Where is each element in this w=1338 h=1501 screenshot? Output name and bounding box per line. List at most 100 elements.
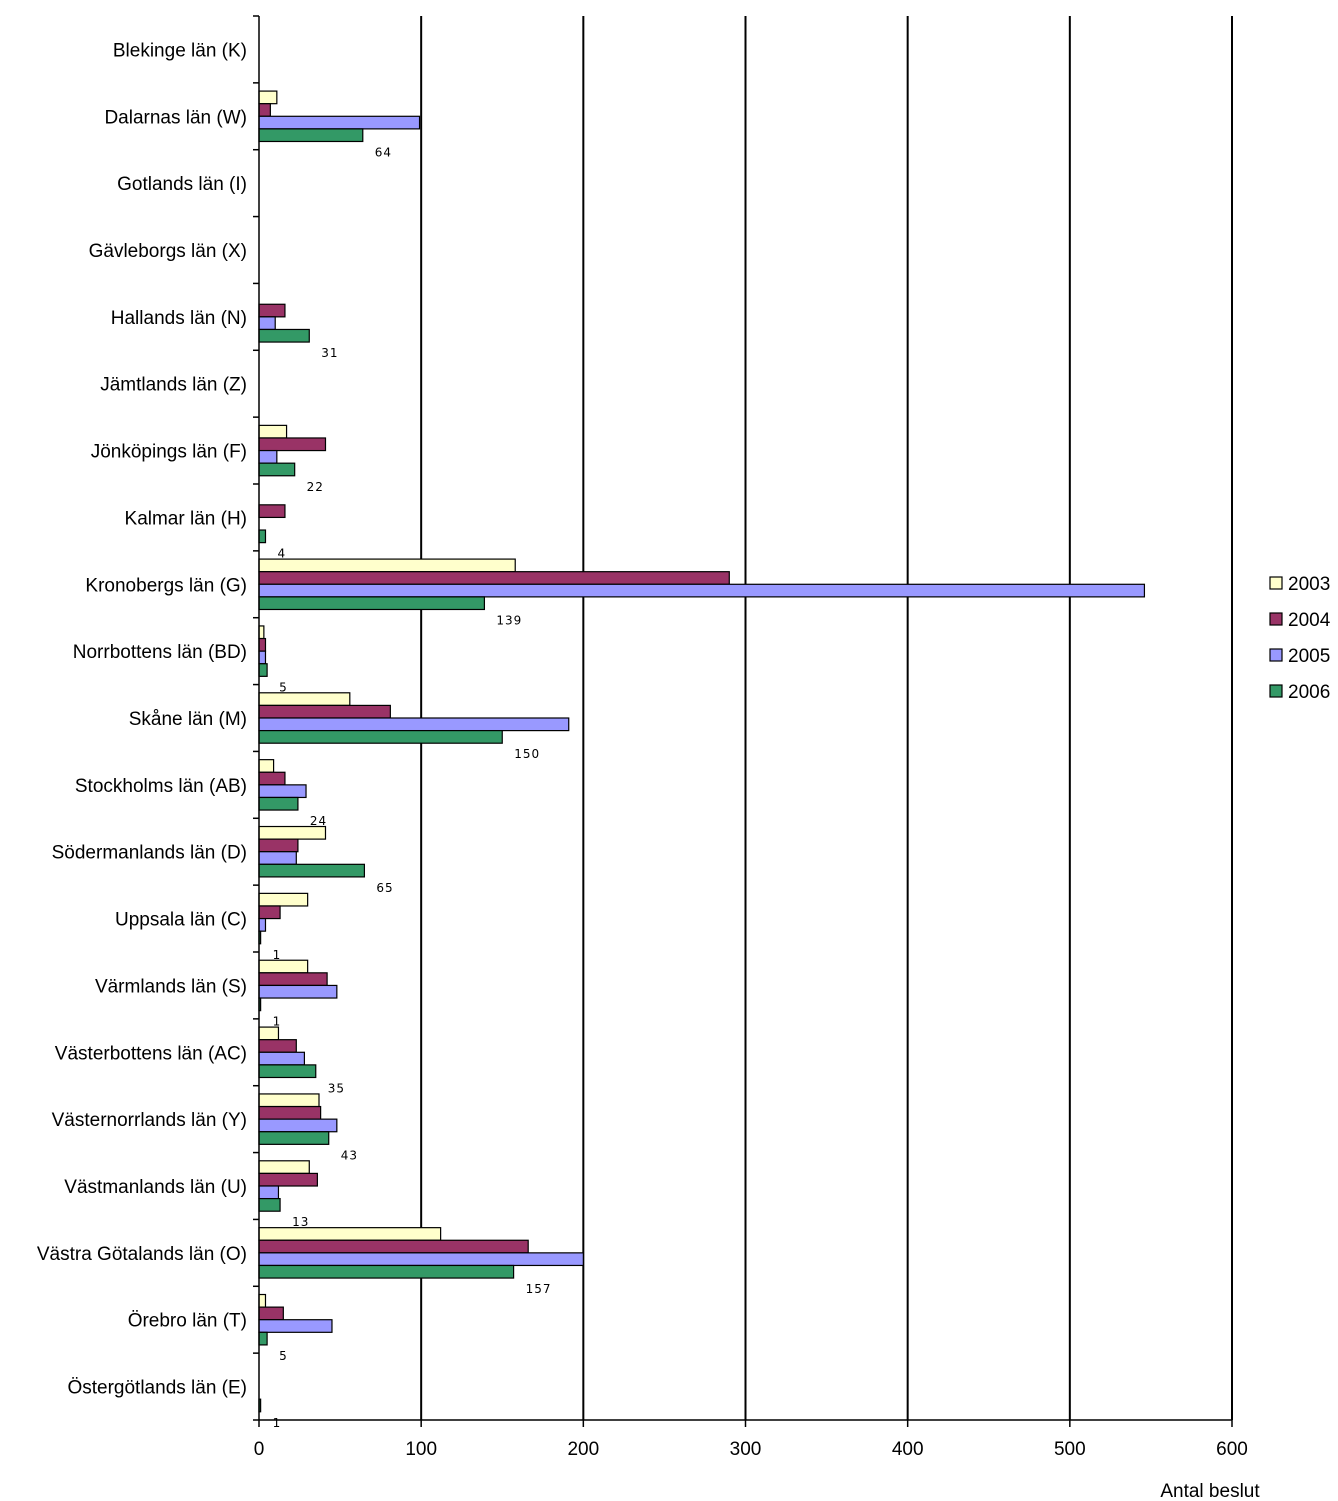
bar-2004 bbox=[258, 637, 267, 652]
bar-2005 bbox=[258, 917, 267, 932]
bar-2003 bbox=[258, 558, 516, 573]
bar-2003 bbox=[258, 692, 351, 706]
bar-2004 bbox=[258, 303, 286, 318]
bar-2003 bbox=[258, 825, 327, 840]
data-label: 1 bbox=[273, 948, 282, 962]
category-label: Jämtlands län (Z) bbox=[100, 375, 247, 396]
x-tick-label: 100 bbox=[405, 1439, 437, 1460]
category-label: Södermanlands län (D) bbox=[52, 843, 247, 864]
bar-2004 bbox=[258, 1239, 529, 1254]
bar-2006 bbox=[258, 128, 364, 143]
bar-2006 bbox=[258, 529, 267, 544]
data-label: 64 bbox=[375, 145, 392, 159]
gridlines bbox=[420, 16, 1233, 1420]
bar-2005 bbox=[258, 115, 421, 130]
data-label: 1 bbox=[273, 1015, 282, 1029]
data-label: 5 bbox=[279, 1349, 288, 1363]
category-label: Värmlands län (S) bbox=[95, 976, 247, 997]
category-label: Västra Götalands län (O) bbox=[37, 1244, 247, 1265]
category-label: Skåne län (M) bbox=[129, 709, 247, 730]
bar-2006 bbox=[258, 1264, 515, 1279]
bar-2004 bbox=[258, 771, 286, 786]
data-label: 5 bbox=[279, 680, 288, 694]
legend-swatch-2003 bbox=[1269, 576, 1283, 590]
data-label: 35 bbox=[328, 1081, 345, 1095]
bar-2003 bbox=[258, 1227, 442, 1241]
bar-2005 bbox=[258, 1185, 280, 1200]
category-label: Östergötlands län (E) bbox=[67, 1378, 247, 1399]
bar-2004 bbox=[258, 1172, 318, 1187]
bar-2004 bbox=[258, 1039, 297, 1053]
bar-2005 bbox=[258, 1319, 333, 1333]
x-tick-label: 0 bbox=[254, 1439, 265, 1460]
x-tick-label: 400 bbox=[892, 1439, 924, 1460]
category-label: Västernorrlands län (Y) bbox=[52, 1110, 247, 1131]
bar-2006 bbox=[258, 863, 366, 878]
bar-2005 bbox=[258, 717, 570, 732]
data-label: 157 bbox=[526, 1282, 552, 1296]
data-label: 22 bbox=[307, 480, 324, 494]
bar-2006 bbox=[258, 328, 310, 343]
x-tick-label: 200 bbox=[567, 1439, 599, 1460]
bar-2004 bbox=[258, 905, 281, 920]
bar-2003 bbox=[258, 759, 275, 773]
legend-swatch-2006 bbox=[1269, 684, 1283, 698]
bar-2005 bbox=[258, 449, 278, 464]
axes bbox=[253, 15, 1233, 1427]
bar-2003 bbox=[258, 959, 309, 974]
x-axis-title: Antal beslut bbox=[1160, 1481, 1260, 1501]
data-label: 150 bbox=[514, 747, 540, 761]
bar-2003 bbox=[258, 1160, 310, 1175]
bar-2005 bbox=[258, 1252, 584, 1267]
bar-2004 bbox=[258, 1306, 284, 1321]
category-label: Västerbottens län (AC) bbox=[55, 1043, 247, 1064]
category-label: Blekinge län (K) bbox=[113, 40, 247, 61]
bar-2004 bbox=[258, 704, 391, 719]
bar-2003 bbox=[258, 424, 288, 439]
bar-2005 bbox=[258, 650, 267, 665]
bar-2004 bbox=[258, 972, 328, 987]
data-label: 13 bbox=[292, 1215, 309, 1229]
data-label: 43 bbox=[341, 1148, 358, 1162]
bar-2006 bbox=[258, 1197, 281, 1212]
bar-2006 bbox=[258, 1131, 330, 1145]
bar-2004 bbox=[258, 838, 299, 853]
legend-label: 2004 bbox=[1288, 610, 1331, 631]
category-label: Västmanlands län (U) bbox=[64, 1177, 247, 1198]
data-label: 139 bbox=[496, 613, 522, 627]
x-tick-labels: 0 100 200 300 400 500 600 bbox=[254, 1439, 1248, 1460]
category-label: Hallands län (N) bbox=[111, 308, 247, 329]
bar-2005 bbox=[258, 1051, 306, 1066]
category-label: Dalarnas län (W) bbox=[104, 107, 247, 128]
category-label: Norrbottens län (BD) bbox=[73, 642, 247, 663]
bar-2006 bbox=[258, 462, 296, 477]
bar-2005 bbox=[258, 316, 276, 331]
bar-2005 bbox=[258, 851, 297, 865]
category-label: Örebro län (T) bbox=[128, 1311, 247, 1332]
category-label: Gävleborgs län (X) bbox=[89, 241, 247, 262]
bar-2006 bbox=[258, 796, 299, 811]
category-label: Stockholms län (AB) bbox=[75, 776, 247, 797]
category-label: Gotlands län (I) bbox=[117, 174, 247, 195]
bar-marks bbox=[258, 90, 1146, 1413]
legend: 2003 2004 2005 2006 bbox=[1269, 574, 1331, 703]
data-label: 4 bbox=[277, 547, 286, 561]
bar-2006 bbox=[258, 663, 268, 677]
category-label: Kalmar län (H) bbox=[125, 508, 247, 529]
data-label: 24 bbox=[310, 814, 327, 828]
bar-2004 bbox=[258, 1105, 322, 1120]
legend-label: 2005 bbox=[1288, 646, 1330, 667]
bar-2004 bbox=[258, 103, 271, 117]
bar-2003 bbox=[258, 1293, 267, 1308]
bar-2004 bbox=[258, 571, 730, 585]
bar-2003 bbox=[258, 892, 309, 907]
legend-swatch-2004 bbox=[1269, 612, 1283, 626]
data-labels: 64 31 22 4 139 5 150 24 65 1 1 35 43 13 157 5 1 bbox=[273, 145, 552, 1430]
bar-2005 bbox=[258, 583, 1146, 598]
x-tick-label: 500 bbox=[1054, 1439, 1086, 1460]
data-label: 31 bbox=[321, 346, 338, 360]
bar-2003 bbox=[258, 1093, 320, 1108]
data-label: 1 bbox=[273, 1416, 282, 1430]
bar-2005 bbox=[258, 1118, 338, 1133]
category-labels: Blekinge län (K) Dalarnas län (W) Gotlands… bbox=[37, 40, 247, 1398]
